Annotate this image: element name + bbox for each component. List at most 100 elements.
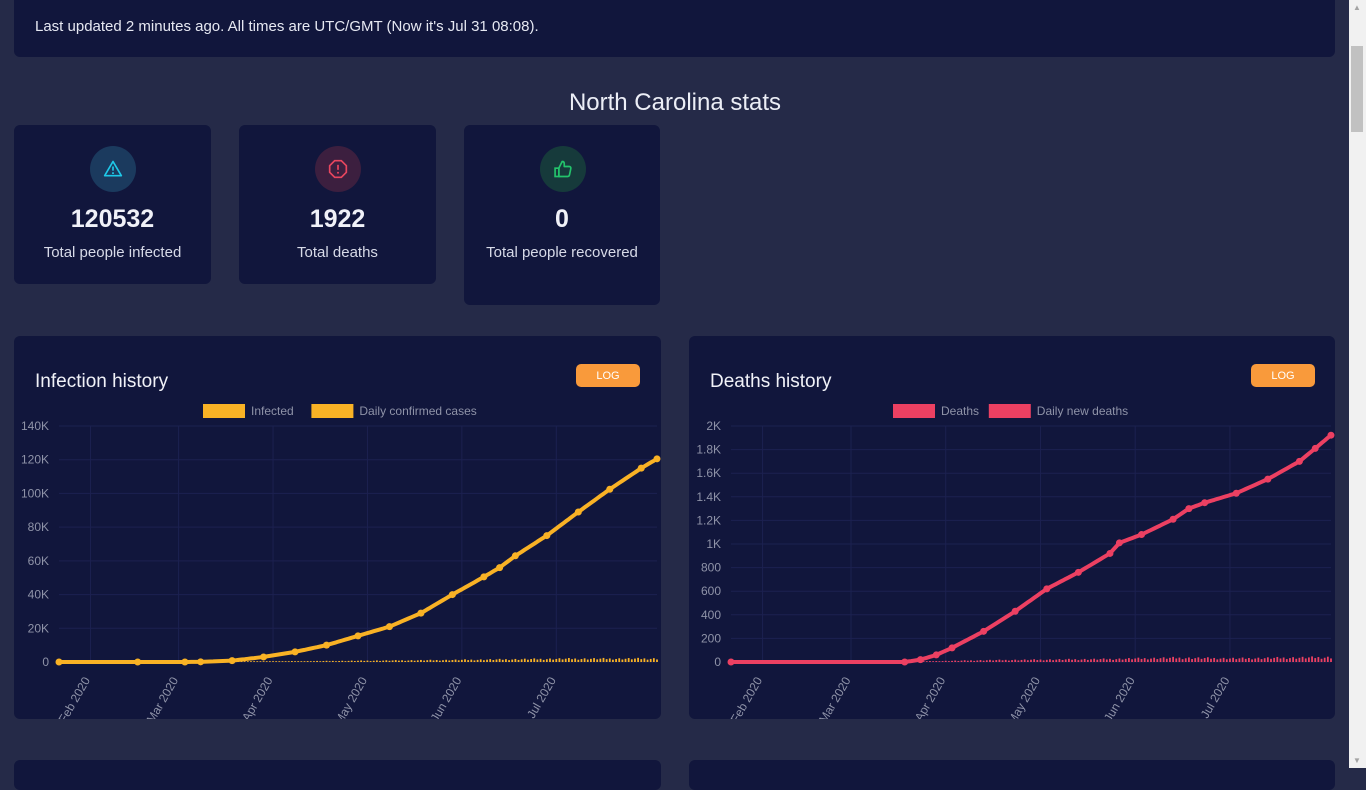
deaths-daily-bar	[1011, 660, 1013, 662]
infection-daily-bar	[278, 661, 281, 662]
infection-daily-bar	[649, 658, 652, 662]
deaths-y-tick: 1.8K	[696, 443, 721, 457]
infected-count: 120532	[70, 205, 155, 233]
deaths-daily-bar	[1282, 657, 1285, 662]
infection-daily-bar	[476, 659, 479, 662]
infection-daily-bar	[385, 660, 388, 662]
deaths-daily-bar	[1150, 658, 1152, 662]
infection-log-button[interactable]: LOG	[576, 364, 640, 387]
deaths-daily-bar	[957, 660, 960, 662]
deaths-x-tick: Feb 2020	[728, 674, 766, 719]
infection-daily-bar	[627, 658, 630, 662]
deaths-log-button[interactable]: LOG	[1251, 364, 1315, 387]
infection-daily-bar	[246, 661, 249, 662]
infection-daily-bar	[309, 661, 312, 662]
deaths-label: Total deaths	[297, 244, 378, 261]
infection-daily-bar	[344, 661, 347, 662]
deaths-daily-bar	[944, 660, 947, 662]
infection-daily-bar	[429, 659, 432, 662]
infection-daily-bar	[624, 658, 627, 662]
deaths-daily-bar	[1260, 659, 1263, 662]
infection-daily-bar	[328, 661, 331, 662]
infection-data-point	[448, 591, 456, 599]
deaths-daily-bar	[1030, 659, 1032, 662]
infection-daily-bar	[640, 659, 643, 662]
infection-daily-bar	[372, 660, 375, 662]
scrollbar[interactable]: ▲ ▼	[1349, 0, 1366, 768]
infection-daily-bar	[243, 661, 246, 662]
deaths-daily-bar	[1222, 657, 1225, 662]
infection-daily-bar	[583, 658, 586, 662]
infection-daily-bar	[593, 658, 595, 662]
infection-data-point	[543, 532, 551, 540]
deaths-daily-bar	[1099, 659, 1102, 662]
deaths-daily-bar	[1210, 658, 1212, 662]
infection-daily-bar	[275, 661, 278, 662]
deaths-daily-bar	[1200, 658, 1203, 662]
infection-daily-bar	[574, 658, 577, 662]
infection-history-chart: 0 20K 40K 60K 80K 100K 120K 140K Feb 2020 Mar 202…	[21, 404, 661, 719]
deaths-daily-bar	[1311, 656, 1313, 662]
infection-daily-bar	[416, 660, 419, 662]
infection-daily-bar	[514, 658, 517, 662]
infection-data-point	[653, 455, 661, 463]
infection-data-point	[134, 658, 142, 666]
deaths-data-point	[1169, 515, 1177, 523]
infection-daily-bar	[489, 659, 492, 662]
deaths-data-point	[916, 656, 924, 664]
infection-daily-bar	[438, 660, 441, 662]
scroll-down-icon[interactable]: ▼	[1353, 756, 1361, 765]
deaths-daily-bar	[1049, 659, 1051, 662]
deaths-history-card: Deaths history LOG 0 200 400 600 800 1K 1.2K 1.…	[689, 336, 1335, 719]
infection-data-point	[323, 641, 331, 649]
infection-daily-bar	[366, 660, 369, 662]
infection-daily-bar	[520, 659, 523, 662]
infection-daily-bar	[357, 660, 359, 662]
deaths-y-tick: 1.6K	[696, 466, 721, 480]
infection-daily-bar	[322, 661, 325, 662]
deaths-daily-bar	[1317, 657, 1320, 662]
deaths-history-chart: 0 200 400 600 800 1K 1.2K 1.4K 1.6K 1.8K 2K Feb 202…	[696, 404, 1335, 719]
deaths-daily-bar	[1298, 657, 1301, 662]
infection-daily-bar	[300, 661, 303, 662]
deaths-daily-bar	[1055, 659, 1058, 662]
deaths-data-point	[980, 627, 988, 635]
deaths-daily-bar	[941, 661, 944, 662]
infection-daily-bar	[608, 658, 611, 662]
infection-daily-bar	[517, 659, 520, 662]
infection-daily-bar	[420, 659, 422, 662]
infection-daily-bar	[448, 660, 451, 662]
deaths-data-point	[948, 644, 956, 652]
infection-legend-swatch	[311, 404, 354, 418]
deaths-daily-bar	[989, 659, 991, 662]
deaths-y-tick: 600	[701, 584, 721, 598]
deaths-daily-bar	[1083, 658, 1086, 662]
deaths-daily-bar	[1146, 659, 1149, 662]
deaths-y-tick: 1.2K	[696, 513, 721, 527]
recovered-label: Total people recovered	[486, 244, 638, 261]
deaths-daily-bar	[1225, 659, 1228, 662]
deaths-daily-bar	[970, 660, 972, 662]
infection-daily-bar	[250, 661, 252, 662]
deaths-daily-bar	[1001, 660, 1004, 662]
deaths-daily-bar	[932, 661, 935, 662]
deaths-data-point	[1295, 457, 1303, 465]
deaths-daily-bar	[985, 660, 988, 662]
deaths-daily-bar	[979, 660, 982, 662]
deaths-daily-bar	[1292, 657, 1295, 662]
infection-daily-bar	[272, 661, 274, 662]
infection-daily-bar	[287, 661, 290, 662]
infection-daily-bar	[498, 658, 501, 662]
deaths-daily-bar	[963, 660, 966, 662]
infection-daily-bar	[291, 661, 293, 662]
deaths-data-point	[1201, 499, 1209, 507]
infection-daily-bar	[407, 660, 410, 662]
deaths-daily-bar	[1304, 658, 1307, 662]
deaths-daily-bar	[1165, 658, 1168, 662]
deaths-daily-bar	[1203, 658, 1206, 662]
infection-daily-bar	[618, 658, 621, 662]
infection-daily-bar	[495, 659, 498, 662]
scroll-up-icon[interactable]: ▲	[1353, 3, 1361, 12]
scroll-thumb[interactable]	[1351, 46, 1363, 132]
deaths-daily-bar	[1039, 659, 1042, 662]
